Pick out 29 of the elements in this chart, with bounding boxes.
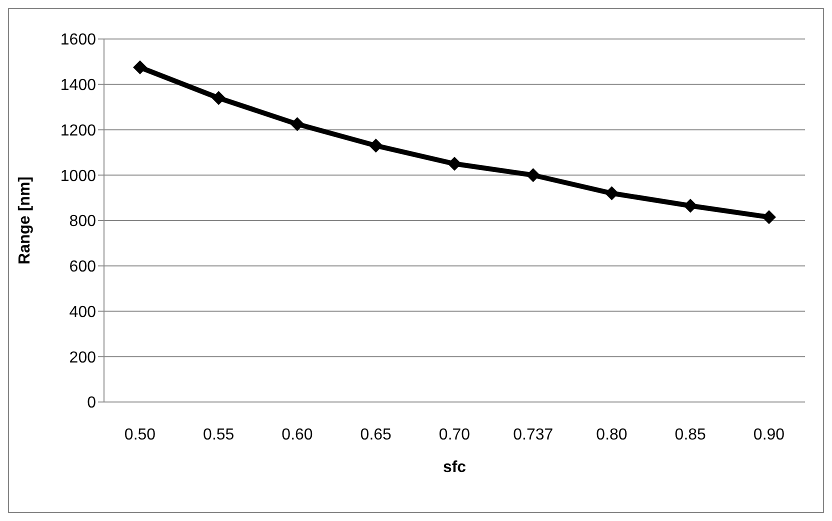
y-axis-title: Range [nm] xyxy=(16,176,34,264)
x-tick-label: 0.737 xyxy=(513,426,554,444)
point xyxy=(604,186,619,200)
point xyxy=(448,156,462,171)
y-tick-label: 400 xyxy=(69,304,96,321)
y-tick-label: 800 xyxy=(69,213,96,230)
x-tick-label: 0.65 xyxy=(360,426,392,444)
x-tick-label: 0.90 xyxy=(753,426,785,444)
x-tick-label: 0.80 xyxy=(596,426,628,444)
x-tick-label: 0.55 xyxy=(203,426,234,444)
x-axis-title: sfc xyxy=(442,459,466,476)
y-tick-label: 1600 xyxy=(60,32,96,49)
point xyxy=(683,198,698,213)
y-tick-label: 200 xyxy=(69,349,96,366)
point xyxy=(290,117,304,132)
point xyxy=(526,168,540,182)
x-tick-label: 0.60 xyxy=(282,426,313,444)
point xyxy=(133,60,147,74)
x-tick-label: 0.85 xyxy=(674,426,706,444)
y-tick-label: 1000 xyxy=(60,168,96,185)
y-tick-label: 0 xyxy=(87,394,96,412)
x-tick-label: 0.70 xyxy=(438,426,470,444)
point xyxy=(762,210,776,224)
x-tick-label: 0.50 xyxy=(124,426,156,444)
y-tick-label: 1400 xyxy=(60,77,96,94)
point xyxy=(368,138,383,153)
y-tick-label: 600 xyxy=(69,258,96,276)
y-tick-label: 1200 xyxy=(60,122,96,140)
point xyxy=(212,90,226,105)
